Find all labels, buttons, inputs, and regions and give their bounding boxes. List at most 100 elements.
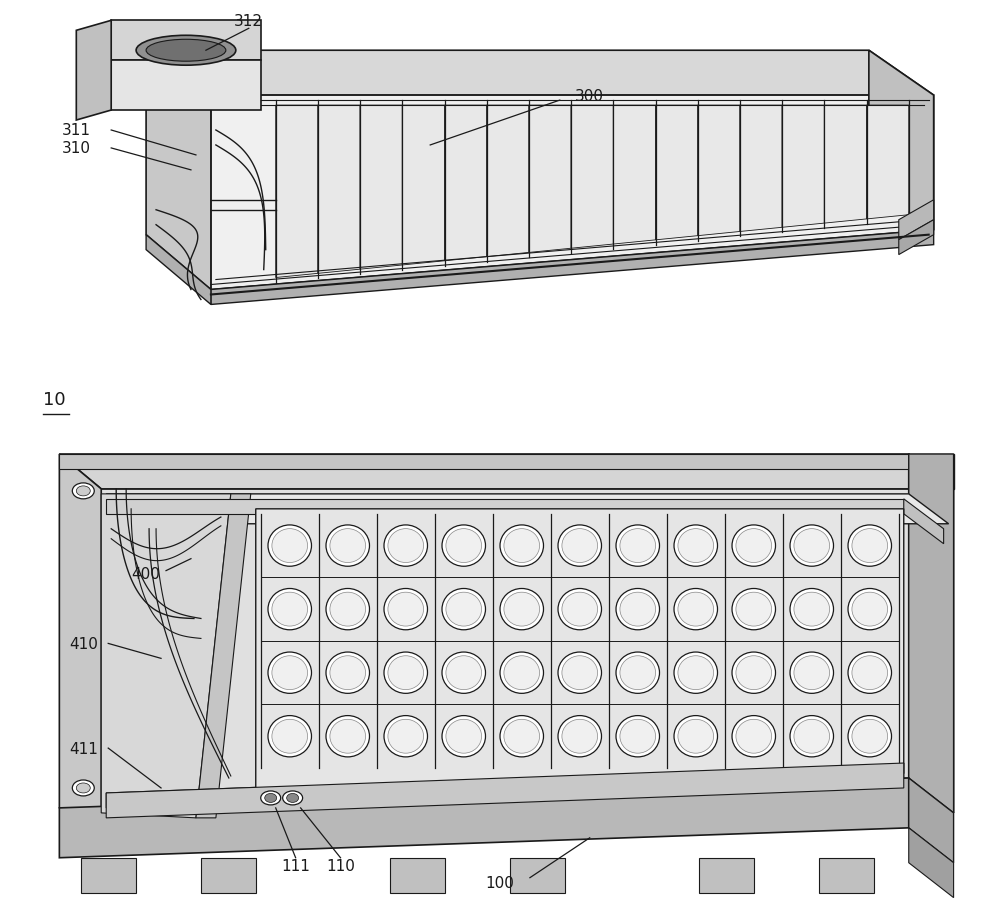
Ellipse shape (794, 720, 830, 753)
Ellipse shape (562, 593, 598, 626)
Polygon shape (571, 106, 613, 249)
Text: 111: 111 (281, 859, 310, 873)
Ellipse shape (848, 652, 892, 694)
Polygon shape (81, 858, 136, 893)
Polygon shape (256, 510, 904, 803)
Ellipse shape (852, 656, 888, 690)
Ellipse shape (790, 716, 834, 757)
Ellipse shape (500, 525, 544, 566)
Polygon shape (613, 106, 656, 244)
Ellipse shape (616, 525, 660, 566)
Ellipse shape (272, 656, 308, 690)
Polygon shape (390, 858, 445, 893)
Polygon shape (510, 858, 565, 893)
Ellipse shape (674, 716, 718, 757)
Polygon shape (869, 51, 934, 230)
Ellipse shape (732, 525, 776, 566)
Ellipse shape (620, 529, 656, 563)
Ellipse shape (446, 656, 482, 690)
Text: 310: 310 (62, 142, 91, 156)
Ellipse shape (848, 589, 892, 630)
Polygon shape (211, 96, 934, 290)
Ellipse shape (287, 794, 299, 803)
Ellipse shape (562, 529, 598, 563)
Text: 110: 110 (326, 859, 355, 873)
Polygon shape (111, 22, 261, 61)
Polygon shape (106, 494, 949, 524)
Ellipse shape (442, 716, 485, 757)
Polygon shape (101, 494, 231, 818)
Ellipse shape (620, 593, 656, 626)
Polygon shape (782, 106, 824, 228)
Polygon shape (196, 494, 251, 818)
Polygon shape (59, 455, 909, 469)
Ellipse shape (674, 589, 718, 630)
Ellipse shape (76, 486, 90, 496)
Ellipse shape (678, 529, 714, 563)
Ellipse shape (388, 720, 424, 753)
Ellipse shape (326, 652, 369, 694)
Ellipse shape (442, 589, 485, 630)
Text: 312: 312 (234, 14, 263, 29)
Ellipse shape (674, 525, 718, 566)
Ellipse shape (326, 716, 369, 757)
Ellipse shape (388, 529, 424, 563)
Ellipse shape (852, 593, 888, 626)
Polygon shape (529, 106, 571, 253)
Polygon shape (909, 455, 954, 490)
Polygon shape (360, 106, 402, 270)
Ellipse shape (446, 593, 482, 626)
Text: 311: 311 (62, 124, 91, 138)
Ellipse shape (442, 525, 485, 566)
Ellipse shape (136, 36, 236, 66)
Ellipse shape (616, 652, 660, 694)
Ellipse shape (76, 783, 90, 793)
Ellipse shape (558, 525, 602, 566)
Polygon shape (146, 51, 934, 96)
Polygon shape (59, 455, 101, 838)
Ellipse shape (678, 593, 714, 626)
Polygon shape (106, 763, 904, 808)
Ellipse shape (794, 593, 830, 626)
Ellipse shape (620, 720, 656, 753)
Text: 10: 10 (43, 391, 66, 409)
Ellipse shape (268, 716, 311, 757)
Ellipse shape (678, 656, 714, 690)
Polygon shape (146, 235, 211, 305)
Ellipse shape (326, 589, 369, 630)
Ellipse shape (736, 656, 772, 690)
Ellipse shape (326, 525, 369, 566)
Ellipse shape (330, 656, 366, 690)
Polygon shape (899, 200, 934, 241)
Ellipse shape (790, 652, 834, 694)
Ellipse shape (790, 589, 834, 630)
Polygon shape (487, 106, 529, 257)
Ellipse shape (500, 589, 544, 630)
Polygon shape (909, 778, 954, 863)
Text: 400: 400 (132, 566, 161, 582)
Ellipse shape (268, 652, 311, 694)
Ellipse shape (268, 525, 311, 566)
Polygon shape (445, 106, 487, 262)
Polygon shape (276, 106, 318, 278)
Polygon shape (656, 106, 698, 241)
Ellipse shape (446, 529, 482, 563)
Ellipse shape (790, 525, 834, 566)
Polygon shape (76, 22, 111, 121)
Polygon shape (201, 858, 256, 893)
Ellipse shape (384, 589, 427, 630)
Polygon shape (699, 858, 754, 893)
Text: 411: 411 (69, 741, 98, 756)
Polygon shape (106, 500, 904, 514)
Ellipse shape (616, 589, 660, 630)
Ellipse shape (852, 529, 888, 563)
Ellipse shape (616, 716, 660, 757)
Ellipse shape (732, 652, 776, 694)
Polygon shape (318, 106, 360, 274)
Ellipse shape (736, 720, 772, 753)
Text: 100: 100 (486, 875, 514, 890)
Ellipse shape (558, 716, 602, 757)
Polygon shape (824, 106, 867, 224)
Polygon shape (101, 490, 909, 808)
Polygon shape (59, 455, 954, 490)
